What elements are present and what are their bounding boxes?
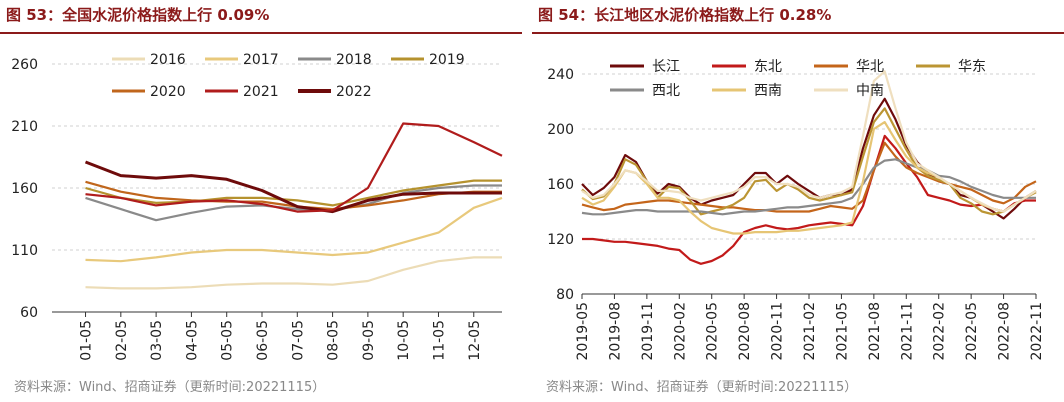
series-line-西南 bbox=[581, 120, 1037, 235]
legend-label-2019: 2019 bbox=[429, 52, 465, 68]
panel-national-cement-index: 图 53：全国水泥价格指数上行 0.09% 60 110 160 210 260 01-0… bbox=[0, 0, 522, 402]
series-line-2021 bbox=[85, 122, 503, 213]
series-line-2022 bbox=[84, 160, 502, 214]
x-tick-label: 2022-11 bbox=[1029, 302, 1045, 361]
legend-label-2022: 2022 bbox=[336, 84, 372, 100]
series-line-2018 bbox=[85, 184, 502, 222]
y-tick-label: 260 bbox=[11, 57, 38, 73]
x-tick-label: 2022-05 bbox=[964, 302, 980, 361]
chart-yangtze-cement-index: 80 120 160 200 240 2019-05 2019-08 2019-11 2020-… bbox=[547, 59, 1045, 361]
chart-title: 图 54：长江地区水泥价格指数上行 0.28% bbox=[538, 6, 832, 24]
title-rule bbox=[0, 32, 522, 34]
y-tick-label: 120 bbox=[547, 232, 574, 248]
source-note: 资料来源：Wind、招商证券（更新时间:20221115） bbox=[546, 380, 858, 395]
x-tick-label: 05-05 bbox=[220, 320, 236, 361]
legend-label-2016: 2016 bbox=[150, 52, 186, 68]
x-tick-label: 08-05 bbox=[326, 320, 342, 361]
series-line-华东 bbox=[581, 107, 1037, 216]
y-tick-label: 210 bbox=[11, 119, 38, 135]
y-tick-label: 60 bbox=[20, 305, 38, 321]
title-rule bbox=[532, 32, 1064, 34]
x-tick-label: 02-05 bbox=[114, 320, 130, 361]
series-line-西北 bbox=[581, 158, 1036, 216]
x-tick-label: 2022-02 bbox=[932, 302, 948, 361]
x-tick-label: 01-05 bbox=[79, 320, 95, 361]
x-tick-label: 2019-11 bbox=[640, 302, 656, 361]
x-tick-label: 2021-11 bbox=[899, 302, 915, 361]
y-tick-label: 240 bbox=[547, 67, 574, 83]
legend-label-2021: 2021 bbox=[243, 84, 279, 100]
y-tick-label: 80 bbox=[556, 287, 574, 303]
legend-label-2017: 2017 bbox=[243, 52, 279, 68]
legend-label-西北: 西北 bbox=[652, 83, 680, 99]
x-tick-label: 06-05 bbox=[255, 320, 271, 361]
legend-label-中南: 中南 bbox=[856, 83, 884, 99]
series-line-2016 bbox=[85, 256, 502, 290]
x-tick-label: 12-05 bbox=[467, 320, 483, 361]
x-tick-label: 2021-05 bbox=[834, 302, 850, 361]
x-tick-label: 2020-11 bbox=[770, 302, 786, 361]
legend-label-长江: 长江 bbox=[652, 59, 680, 75]
legend-label-2020: 2020 bbox=[150, 84, 186, 100]
x-tick-label: 04-05 bbox=[184, 320, 200, 361]
x-tick-label: 2019-05 bbox=[575, 302, 591, 361]
x-tick-label: 2021-02 bbox=[802, 302, 818, 361]
legend-label-华北: 华北 bbox=[856, 59, 884, 75]
x-tick-label: 2021-08 bbox=[867, 302, 883, 361]
chart-national-cement-index: 60 110 160 210 260 01-05 02-05 03-05 04-05 05-05 0… bbox=[11, 52, 503, 361]
series-line-中南 bbox=[581, 70, 1037, 213]
series-line-2017 bbox=[85, 196, 503, 263]
y-tick-label: 110 bbox=[11, 243, 38, 259]
x-tick-label: 11-05 bbox=[431, 320, 447, 361]
x-tick-label: 03-05 bbox=[149, 320, 165, 361]
series-line-华北 bbox=[581, 141, 1037, 213]
y-tick-label: 160 bbox=[11, 181, 38, 197]
legend-label-西南: 西南 bbox=[754, 83, 782, 99]
x-tick-label: 2022-08 bbox=[997, 302, 1013, 361]
series-line-东北 bbox=[582, 134, 1036, 265]
x-tick-label: 2020-02 bbox=[672, 302, 688, 361]
series-line-长江 bbox=[581, 97, 1037, 220]
x-tick-label: 07-05 bbox=[290, 320, 306, 361]
source-note: 资料来源：Wind、招商证券（更新时间:20221115） bbox=[14, 380, 326, 395]
legend-label-华东: 华东 bbox=[958, 59, 986, 75]
series-line-2019 bbox=[85, 179, 502, 207]
y-tick-label: 200 bbox=[547, 122, 574, 138]
chart-title: 图 53：全国水泥价格指数上行 0.09% bbox=[6, 6, 270, 24]
x-tick-label: 2020-05 bbox=[705, 302, 721, 361]
panel-yangtze-cement-index: 图 54：长江地区水泥价格指数上行 0.28% 80 120 160 200 240 20… bbox=[532, 0, 1064, 402]
legend-label-2018: 2018 bbox=[336, 52, 372, 68]
x-tick-label: 2020-08 bbox=[737, 302, 753, 361]
legend-label-东北: 东北 bbox=[754, 59, 782, 75]
y-tick-label: 160 bbox=[547, 177, 574, 193]
x-tick-label: 09-05 bbox=[361, 320, 377, 361]
x-tick-label: 10-05 bbox=[396, 320, 412, 361]
x-tick-label: 2019-08 bbox=[607, 302, 623, 361]
